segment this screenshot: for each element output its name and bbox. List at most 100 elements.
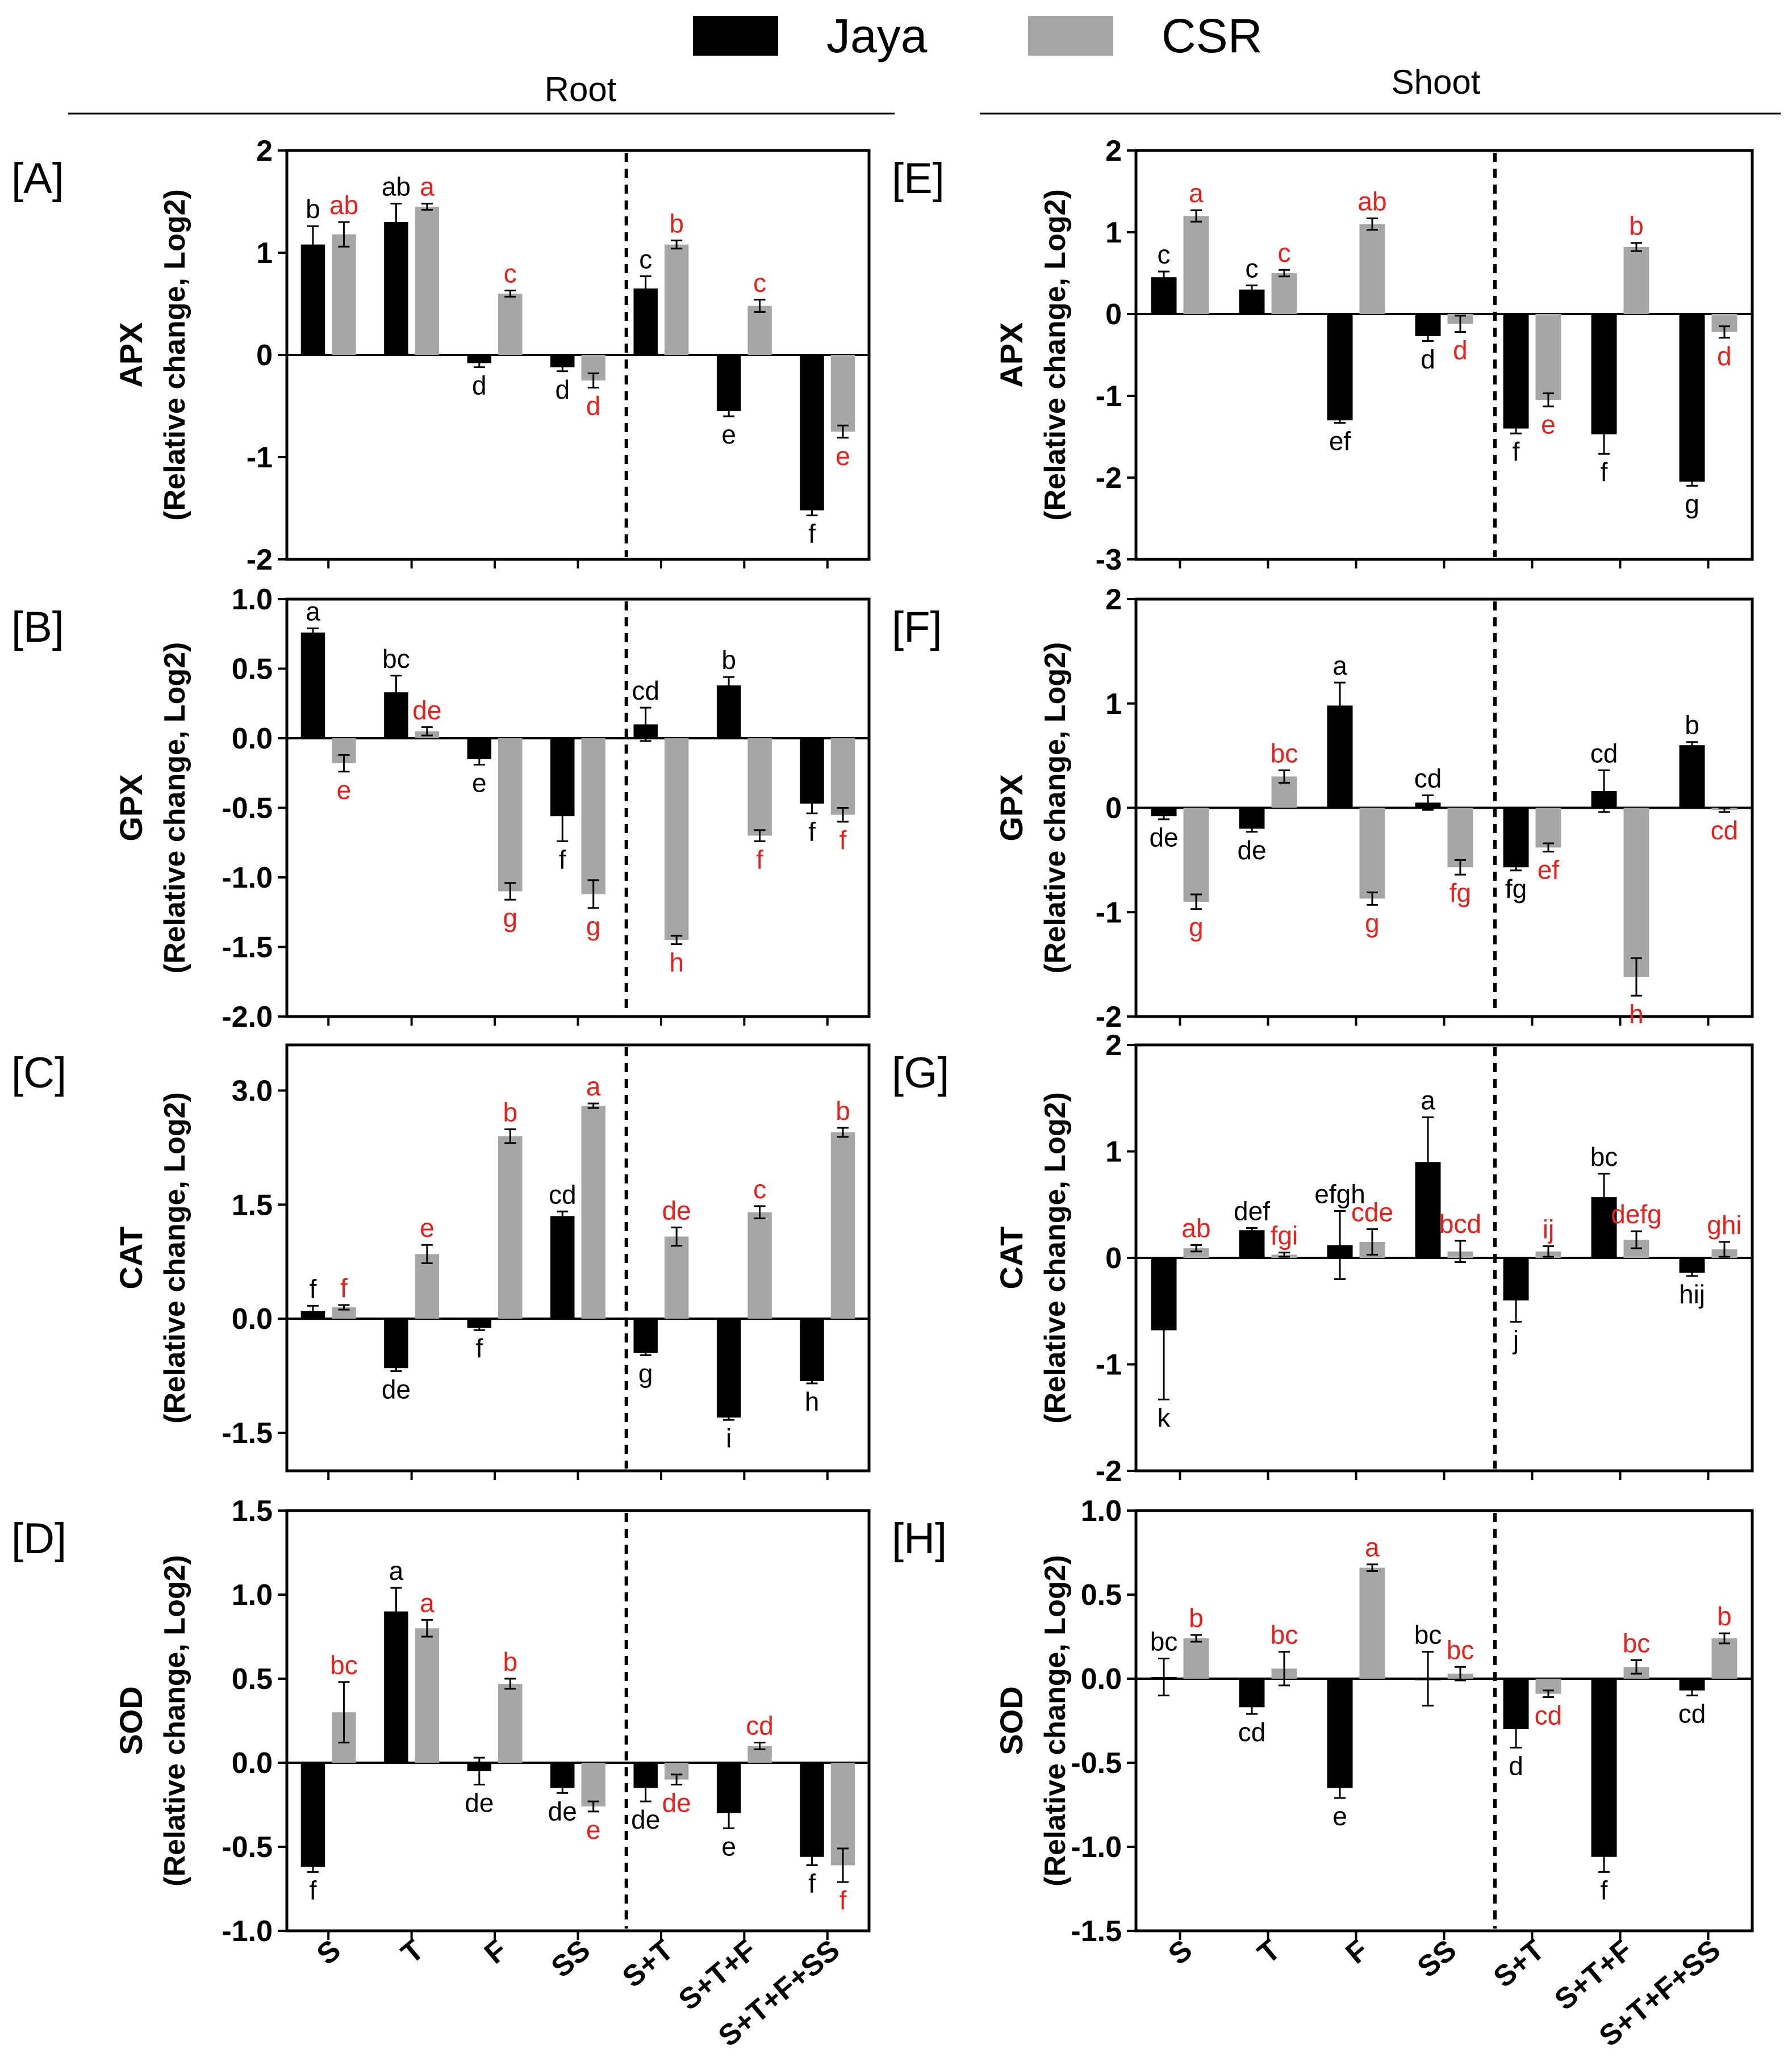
significance-letter-jaya: j (1512, 1325, 1519, 1355)
y-tick-label: 0.5 (232, 653, 273, 686)
bar-csr-S+T+F (747, 306, 772, 355)
shoot-header-title: Shoot (1392, 63, 1481, 101)
bar-jaya-F (1327, 1679, 1353, 1788)
significance-letter-csr: d (1717, 341, 1732, 371)
plot-frame (1134, 1509, 1754, 1933)
significance-letter-jaya: cd (1678, 1699, 1706, 1729)
y-tick-label: -0.5 (1071, 1747, 1122, 1780)
significance-letter-csr: a (586, 1072, 601, 1101)
significance-letter-jaya: fg (1505, 874, 1527, 904)
y-tick-label: -3 (1096, 543, 1122, 576)
plot-frame (285, 1509, 871, 1933)
y-tick-label: 1 (1105, 688, 1122, 721)
plot-frame (285, 1043, 871, 1473)
y-tick-label: 0 (256, 339, 273, 372)
legend: Jaya CSR (693, 9, 1262, 62)
legend-label-csr: CSR (1162, 9, 1262, 62)
bar-jaya-SS (550, 355, 575, 367)
significance-letter-jaya: f (310, 1274, 317, 1303)
bar-csr-S (1183, 1638, 1209, 1679)
significance-letter-csr: b (503, 1098, 518, 1127)
significance-letter-jaya: f (1601, 457, 1608, 487)
significance-letter-jaya: k (1158, 1403, 1171, 1432)
bar-jaya-S+T+F (716, 355, 741, 411)
significance-letter-csr: f (839, 825, 847, 855)
y-tick-label: 1.0 (1081, 1495, 1122, 1528)
significance-letter-csr: defg (1611, 1199, 1662, 1229)
significance-letter-csr: c (504, 259, 517, 288)
bar-csr-S+T (664, 244, 689, 355)
bar-csr-S+T (664, 738, 689, 940)
bar-csr-S+T+F+SS (830, 1132, 855, 1319)
bar-csr-F (498, 1136, 523, 1319)
panel-label: [D] (11, 1515, 66, 1563)
significance-letter-csr: a (1365, 1533, 1380, 1562)
significance-letter-csr: g (503, 903, 518, 932)
bar-jaya-S+T+F+SS (800, 355, 824, 511)
panel-label: [H] (892, 1515, 947, 1563)
y-tick-label: 1 (1105, 1136, 1122, 1169)
y-tick-label: 2 (1105, 583, 1122, 616)
y-tick-label: -1 (1096, 380, 1122, 413)
panel-label: [B] (11, 603, 64, 651)
significance-letter-jaya: e (472, 768, 487, 798)
significance-letter-csr: h (1629, 999, 1644, 1028)
significance-letter-jaya: e (1332, 1801, 1347, 1831)
y-axis-title: CAT (113, 1227, 149, 1290)
panel-c-cat-root: [C] 3.0 1.5 0.0 -1.5 CAT (Relative change, Log… (11, 1043, 871, 1480)
significance-letter-csr: ab (1181, 1214, 1210, 1243)
significance-letter-jaya: c (1158, 240, 1171, 269)
significance-letter-jaya: de (548, 1796, 577, 1826)
bar-csr-S+T+F (1623, 246, 1649, 314)
significance-letter-jaya: e (721, 420, 736, 449)
bar-jaya-S (300, 1763, 325, 1867)
significance-letter-csr: c (1277, 238, 1290, 267)
significance-letter-csr: fg (1450, 878, 1471, 907)
significance-letter-csr: d (1453, 336, 1468, 365)
bar-csr-S+T (1535, 314, 1561, 400)
significance-letter-jaya: i (726, 1423, 732, 1453)
section-headers: Root Shoot (68, 63, 1781, 115)
significance-letter-csr: g (1365, 908, 1380, 938)
significance-letter-csr: e (420, 1213, 435, 1243)
significance-letter-jaya: f (1601, 1875, 1608, 1905)
significance-letter-jaya: h (805, 1387, 820, 1416)
plot-frame (285, 597, 871, 1018)
y-tick-label: 2 (1105, 135, 1122, 168)
significance-letter-csr: g (1189, 913, 1204, 942)
y-tick-label: -1 (1096, 1349, 1122, 1382)
y-tick-label: 1.0 (232, 583, 273, 616)
bar-csr-S (1183, 1248, 1209, 1258)
significance-letter-jaya: bc (382, 644, 410, 674)
panel-f-gpx-shoot: [F] 2 1 0 -1 -2 GPX (Relative change, Log2) de de… (892, 583, 1754, 1034)
significance-letter-jaya: cd (1590, 738, 1618, 768)
bar-csr-S+T+F+SS (1711, 1638, 1737, 1679)
significance-letter-jaya: cd (1414, 763, 1442, 793)
legend-swatch-csr (1028, 16, 1113, 56)
significance-letter-csr: bc (1271, 738, 1298, 768)
bar-csr-F (1359, 1567, 1385, 1679)
y-tick-label: 0.0 (232, 1747, 273, 1780)
significance-letter-jaya: de (1237, 835, 1266, 865)
y-tick-label: 0.5 (1081, 1579, 1122, 1612)
y-tick-label: 0.0 (1081, 1663, 1122, 1696)
bar-csr-F (498, 1683, 523, 1763)
y-tick-label: 0 (1105, 792, 1122, 825)
significance-letter-csr: ghi (1707, 1210, 1741, 1240)
bar-csr-T (1271, 273, 1297, 314)
significance-letter-jaya: efgh (1314, 1180, 1365, 1209)
y-tick-label: 1.5 (232, 1495, 273, 1528)
y-axis-title: SOD (113, 1686, 149, 1755)
y-tick-label: 1.0 (232, 1579, 273, 1612)
significance-letter-csr: de (662, 1788, 691, 1817)
significance-letter-csr: a (420, 1588, 435, 1617)
bar-csr-T (415, 1628, 440, 1763)
significance-letter-csr: de (662, 1195, 691, 1225)
legend-label-jaya: Jaya (826, 9, 928, 62)
y-tick-label: -1 (1096, 896, 1122, 929)
y-axis-subtitle: (Relative change, Log2) (158, 642, 191, 974)
significance-letter-csr: h (669, 948, 684, 977)
significance-letter-csr: b (1629, 211, 1644, 241)
bar-jaya-S+T+F+SS (800, 738, 824, 804)
